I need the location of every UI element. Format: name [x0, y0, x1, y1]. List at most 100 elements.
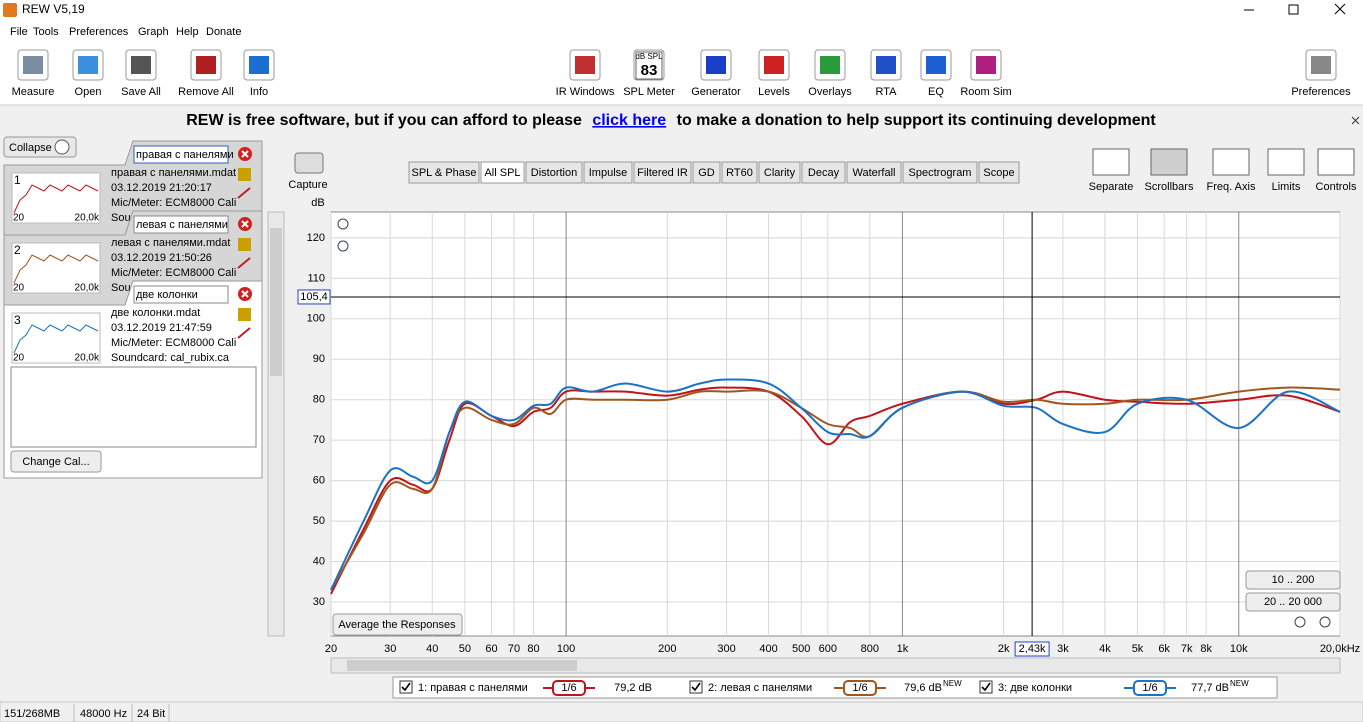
banner-text: REW is free software, but if you can aff…: [186, 112, 582, 129]
icon-glyph: [926, 56, 946, 74]
graph-tab-label: All SPL: [484, 167, 520, 179]
x-tick-label: 50: [459, 643, 471, 655]
smoothing-box[interactable]: [843, 680, 877, 696]
legend-level: 77,7 dB: [1191, 682, 1229, 694]
remove-x: [241, 290, 249, 298]
average-button[interactable]: [332, 613, 463, 636]
change-cal-button[interactable]: [10, 450, 102, 473]
close-button[interactable]: [1334, 3, 1346, 15]
graph-tab[interactable]: [408, 161, 480, 184]
maximize-button[interactable]: [1288, 4, 1299, 15]
x-tick-label: 300: [717, 643, 735, 655]
cursor-y-box: [297, 289, 331, 305]
graph-tab-label: RT60: [726, 167, 753, 179]
y-tick-label: 70: [313, 434, 325, 446]
zoom-button[interactable]: [1294, 616, 1306, 628]
legend-checkbox[interactable]: [689, 680, 703, 694]
range-button[interactable]: [1245, 592, 1341, 612]
x-tick-label: 200: [658, 643, 676, 655]
graph-tab[interactable]: [846, 161, 902, 184]
measurement-mic: Mic/Meter: ECM8000 Cali: [111, 337, 236, 349]
name-field[interactable]: [133, 285, 229, 304]
spl-meter-value: 83: [641, 62, 658, 79]
info-icon[interactable]: [238, 238, 251, 251]
graph-tab[interactable]: [633, 161, 692, 184]
menu-item[interactable]: Tools: [33, 26, 59, 38]
color-icon[interactable]: [237, 257, 251, 269]
zoom-button[interactable]: [337, 240, 349, 252]
graph-tab[interactable]: [758, 161, 801, 184]
graph-tab[interactable]: [978, 161, 1020, 184]
graph-tab[interactable]: [583, 161, 633, 184]
graph-scrollbar[interactable]: [330, 657, 1341, 674]
legend-checkbox[interactable]: [979, 680, 993, 694]
new-badge: NEW: [1230, 679, 1249, 688]
graph-tab[interactable]: [721, 161, 758, 184]
capture-icon[interactable]: [294, 152, 324, 174]
color-icon[interactable]: [237, 187, 251, 199]
x-tick-label: 40: [426, 643, 438, 655]
status-bar: [0, 701, 1363, 722]
graph-tab[interactable]: [692, 161, 721, 184]
graph-tool-button[interactable]: [1212, 148, 1250, 176]
legend-checkbox[interactable]: [399, 680, 413, 694]
graph-tool-button[interactable]: [1092, 148, 1130, 176]
icon-glyph: [78, 56, 98, 74]
x-tick-label: 500: [792, 643, 810, 655]
banner-close[interactable]: [1351, 116, 1360, 125]
zoom-button[interactable]: [1319, 616, 1331, 628]
y-tick-label: 100: [307, 313, 325, 325]
icon-glyph: [820, 56, 840, 74]
toolbar-label: Overlays: [808, 86, 852, 98]
thumbnail: [11, 172, 101, 224]
graph-tab[interactable]: [480, 161, 525, 184]
menu-item[interactable]: Preferences: [69, 26, 129, 38]
name-field[interactable]: [133, 145, 229, 164]
cursor-y-label: 105,4: [300, 291, 328, 303]
legend-level: 79,6 dB: [904, 682, 942, 694]
toolbar-label: RTA: [876, 86, 898, 98]
checkmark: [691, 682, 701, 692]
graph-tab[interactable]: [902, 161, 978, 184]
y-tick-label: 110: [307, 272, 325, 284]
scroll-thumb[interactable]: [270, 228, 282, 376]
color-icon[interactable]: [237, 327, 251, 339]
legend-level: 79,2 dB: [614, 682, 652, 694]
info-icon[interactable]: [238, 168, 251, 181]
smoothing-box[interactable]: [552, 680, 586, 696]
info-icon[interactable]: [238, 308, 251, 321]
donation-link[interactable]: click here: [592, 112, 666, 129]
measurement-name: правая с панелями: [136, 149, 234, 161]
y-tick-label: 90: [313, 353, 325, 365]
thumbnail-min: 20: [13, 353, 25, 364]
thumbnail-min: 20: [13, 213, 25, 224]
remove-x: [241, 150, 249, 158]
smoothing-label: 1/6: [852, 682, 867, 694]
y-tick-label: 60: [313, 475, 325, 487]
graph-tab[interactable]: [801, 161, 846, 184]
remove-x: [241, 220, 249, 228]
menu-item[interactable]: Donate: [206, 26, 241, 38]
smoothing-label: 1/6: [561, 682, 576, 694]
graph-tool-button[interactable]: [1317, 148, 1355, 176]
graph-tool-button[interactable]: [1267, 148, 1305, 176]
graph-tool-button[interactable]: [1150, 148, 1188, 176]
icon-glyph: [764, 56, 784, 74]
thumbnail-curve: [13, 324, 99, 354]
thumbnail-index: 1: [14, 173, 21, 187]
range-button[interactable]: [1245, 570, 1341, 590]
spl-meter-unit: dB SPL: [635, 52, 663, 61]
menu-item[interactable]: File: [10, 26, 28, 38]
measurement-mic: Mic/Meter: ECM8000 Cali: [111, 267, 236, 279]
name-field[interactable]: [133, 215, 229, 234]
graph-tool-label: Controls: [1316, 181, 1357, 193]
graph-tab[interactable]: [525, 161, 583, 184]
menu-item[interactable]: Graph: [138, 26, 169, 38]
donation-banner: REW is free software, but if you can aff…: [186, 112, 1156, 129]
icon-glyph: [131, 56, 151, 74]
smoothing-box[interactable]: [1133, 680, 1167, 696]
zoom-button[interactable]: [337, 218, 349, 230]
menu-item[interactable]: Help: [176, 26, 199, 38]
thumbnail: [11, 242, 101, 294]
graph-scroll-thumb[interactable]: [347, 660, 577, 671]
